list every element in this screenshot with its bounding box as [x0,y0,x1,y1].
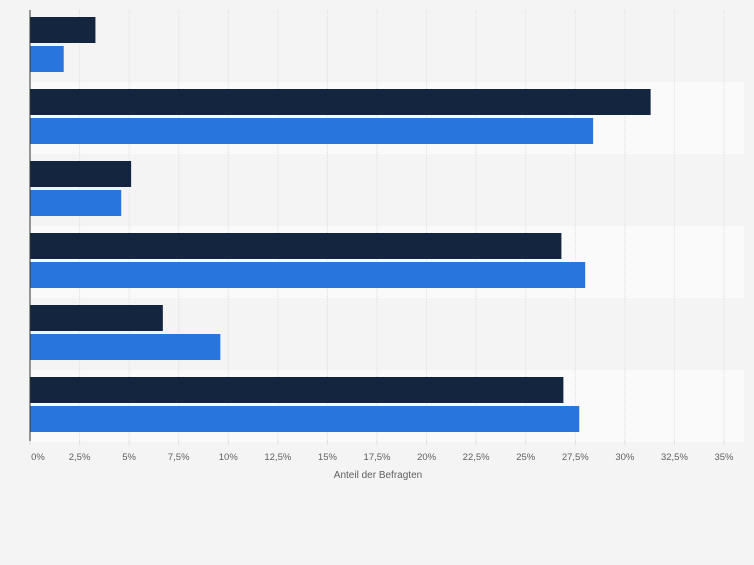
bar-series-1 [30,89,651,115]
bar-series-1 [30,377,564,403]
bar-series-2 [30,406,580,432]
bar-series-1 [30,305,163,331]
bar-series-1 [30,17,96,43]
x-tick-label: 10% [219,452,239,463]
x-tick-label: 32,5% [661,452,688,463]
x-tick-label: 0% [31,452,45,463]
x-tick-label: 2,5% [69,452,91,463]
x-tick-label: 17,5% [364,452,391,463]
x-tick-label: 5% [122,452,136,463]
x-tick-label: 20% [417,452,437,463]
x-tick-label: 27,5% [562,452,589,463]
bar-series-2 [30,262,586,288]
bar-series-2 [30,334,221,360]
bar-series-1 [30,161,132,187]
x-tick-label: 15% [318,452,338,463]
x-tick-label: 35% [714,452,734,463]
bar-series-2 [30,46,64,72]
x-tick-label: 12,5% [264,452,291,463]
x-axis-title: Anteil der Befragten [334,470,422,481]
x-tick-label: 30% [615,452,635,463]
x-tick-label: 7,5% [168,452,190,463]
category-band [30,10,744,82]
bar-series-2 [30,190,122,216]
bar-series-2 [30,118,594,144]
x-tick-label: 22,5% [463,452,490,463]
category-band [30,154,744,226]
x-tick-label: 25% [516,452,536,463]
bar-series-1 [30,233,562,259]
